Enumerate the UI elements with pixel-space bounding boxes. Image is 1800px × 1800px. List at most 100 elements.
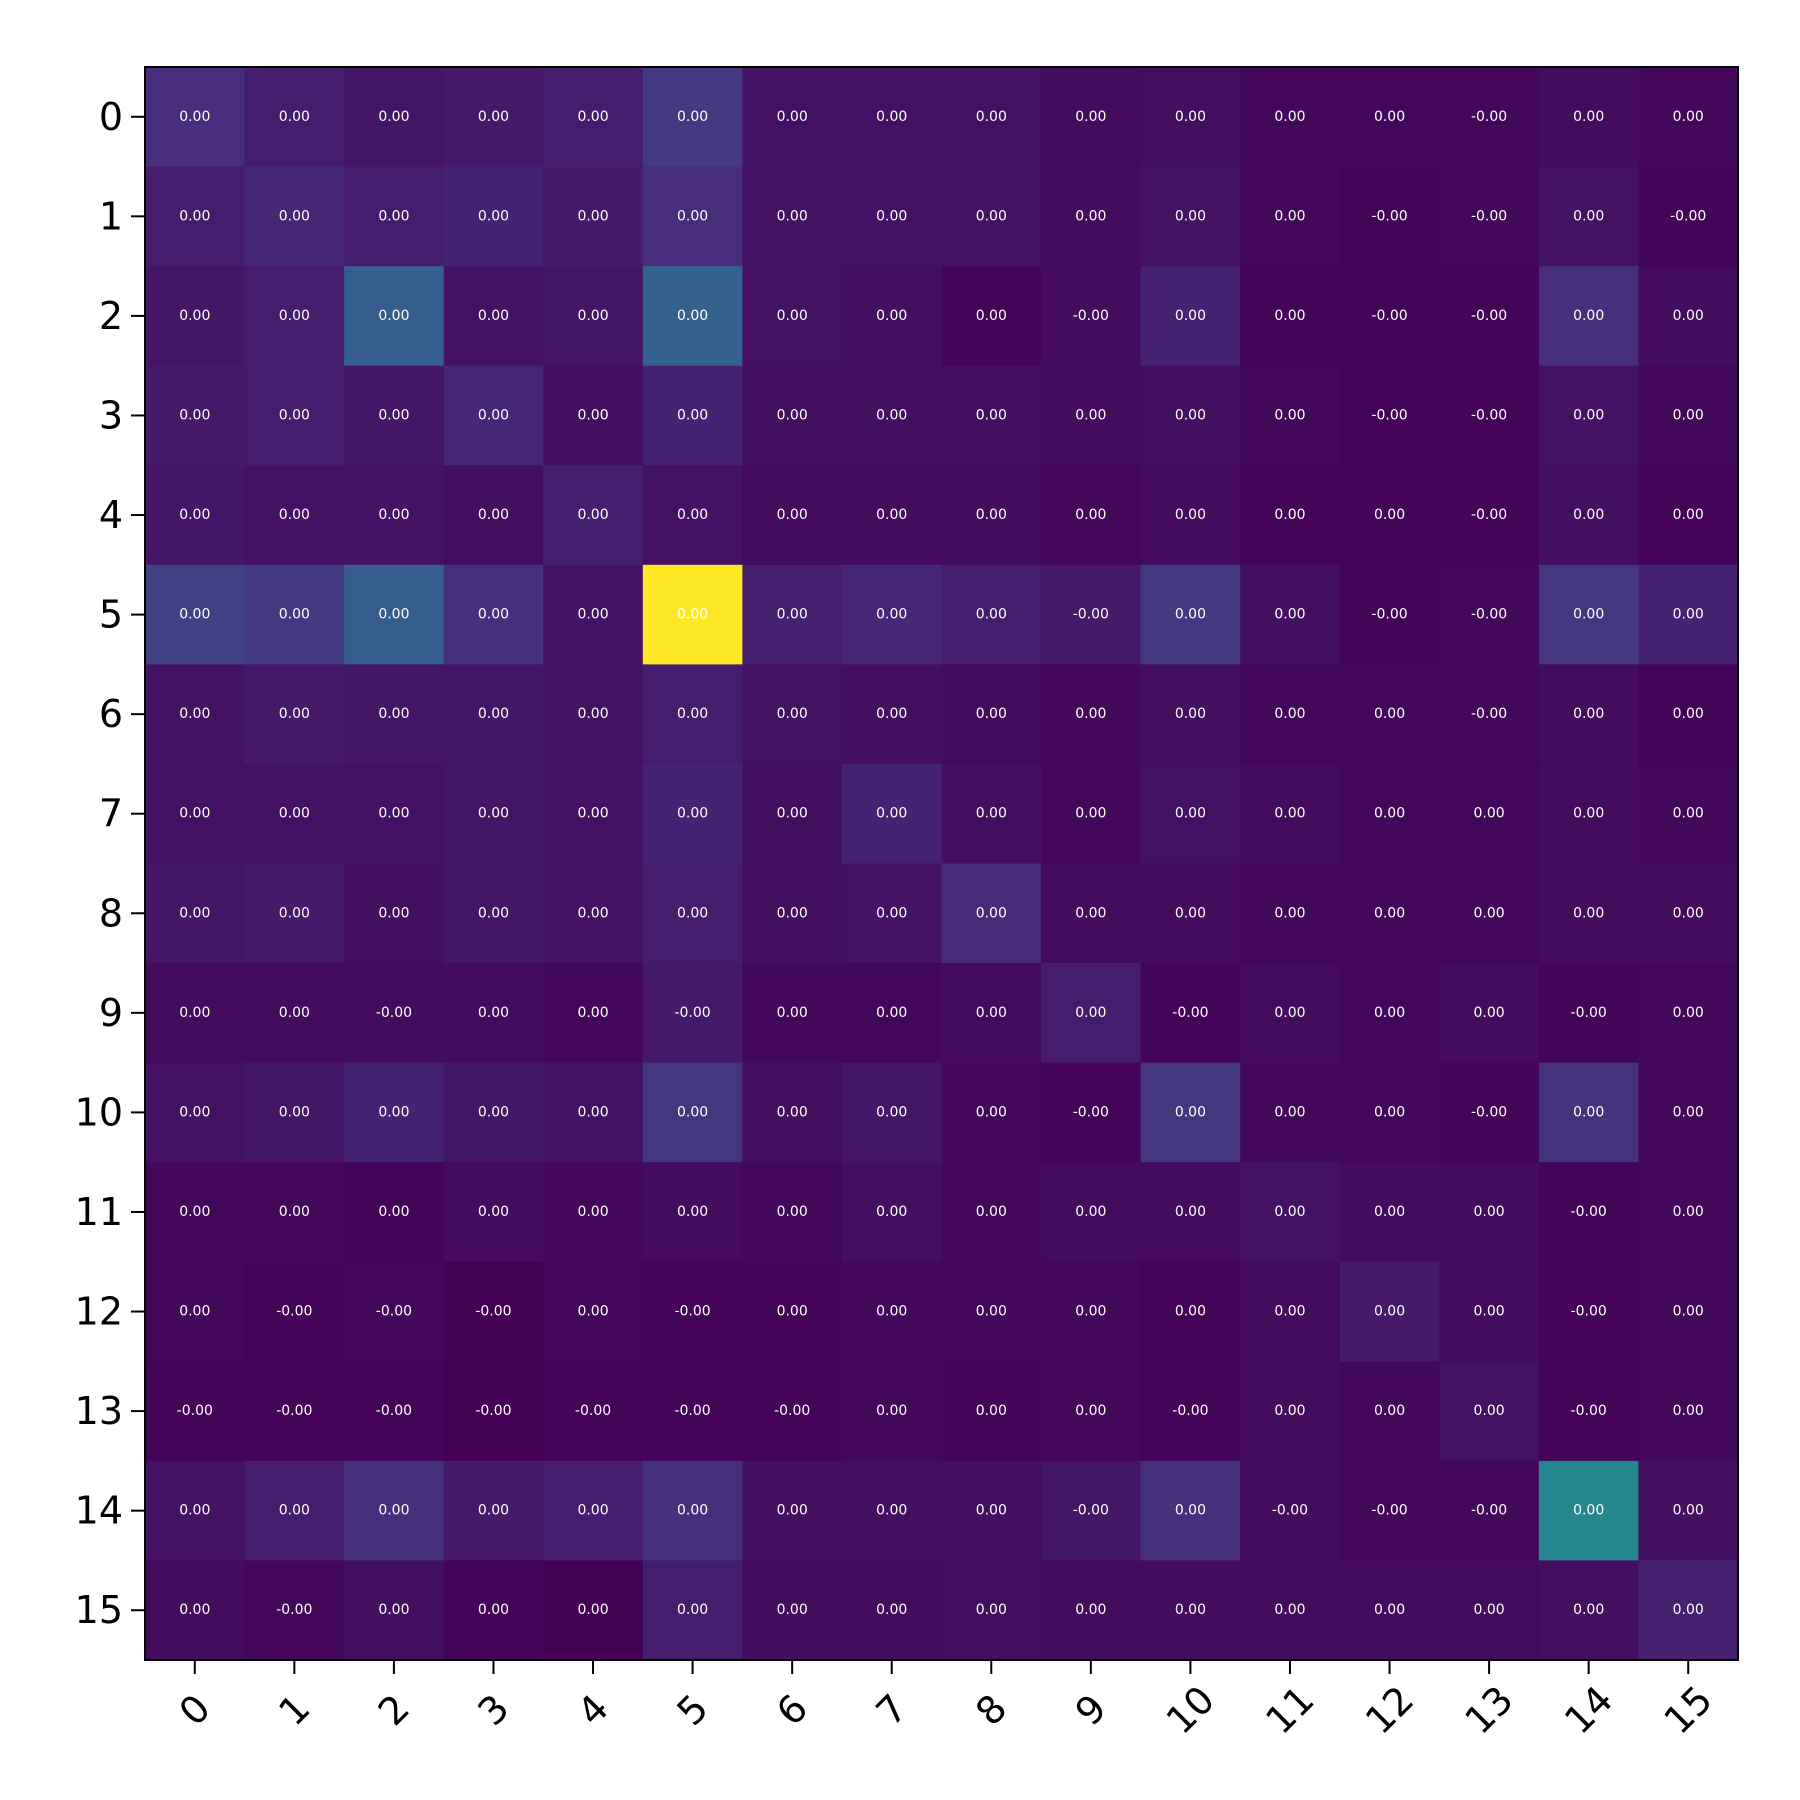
cell-label-r12-c1: -0.00	[276, 1304, 312, 1320]
heatmap-cell-r13-c12	[1339, 1361, 1440, 1462]
heatmap-cell-r8-c7	[841, 863, 943, 964]
heatmap-cell-r13-c5	[642, 1361, 743, 1462]
heatmap-cell-r1-c4	[543, 166, 644, 267]
cell-label-r4-c7: 0.00	[876, 507, 907, 523]
heatmap-cell-r13-c11	[1240, 1361, 1341, 1462]
cell-label-r10-c0: 0.00	[179, 1104, 210, 1120]
cell-label-r1-c6: 0.00	[777, 208, 808, 224]
cell-label-r3-c9: 0.00	[1075, 407, 1106, 423]
heatmap-cell-r10-c7	[841, 1062, 943, 1163]
cell-label-r9-c6: 0.00	[777, 1005, 808, 1021]
y-tick-label-7: 7	[99, 792, 123, 836]
heatmap-cell-r10-c4	[543, 1062, 644, 1163]
cell-label-r3-c7: 0.00	[876, 407, 907, 423]
x-tick-label-5: 5	[668, 1686, 716, 1734]
cell-label-r9-c1: 0.00	[279, 1005, 310, 1021]
heatmap-cell-r9-c1	[244, 963, 345, 1064]
cell-label-r12-c3: -0.00	[475, 1304, 511, 1320]
cell-label-r9-c4: 0.00	[577, 1005, 608, 1021]
heatmap-cell-r8-c12	[1339, 863, 1440, 964]
cell-label-r12-c6: 0.00	[777, 1304, 808, 1320]
cell-label-r10-c2: 0.00	[378, 1104, 409, 1120]
cell-label-r4-c6: 0.00	[777, 507, 808, 523]
heatmap-cell-r15-c10	[1140, 1560, 1241, 1661]
heatmap-cell-r15-c11	[1240, 1560, 1341, 1661]
cell-label-r9-c8: 0.00	[976, 1005, 1007, 1021]
cell-label-r1-c7: 0.00	[876, 208, 907, 224]
cell-label-r12-c15: 0.00	[1673, 1304, 1704, 1320]
cell-label-r4-c2: 0.00	[378, 507, 409, 523]
heatmap-cell-r11-c13	[1439, 1162, 1540, 1263]
cell-label-r2-c11: 0.00	[1274, 308, 1305, 324]
heatmap-cell-r0-c9	[1041, 67, 1142, 168]
cell-label-r0-c4: 0.00	[577, 109, 608, 125]
heatmap-cell-r6-c8	[941, 664, 1042, 765]
heatmap-cell-r6-c2	[344, 664, 445, 765]
cell-label-r2-c9: -0.00	[1073, 308, 1109, 324]
heatmap-cell-r5-c2	[344, 564, 445, 665]
x-tick-label-3: 3	[469, 1686, 517, 1734]
heatmap-cell-r10-c6	[742, 1062, 843, 1163]
cell-label-r5-c7: 0.00	[876, 607, 907, 623]
heatmap-cell-r12-c5	[642, 1261, 743, 1362]
cell-label-r3-c15: 0.00	[1673, 407, 1704, 423]
cell-label-r7-c2: 0.00	[378, 806, 409, 822]
heatmap-cell-r9-c2	[344, 963, 445, 1064]
heatmap-cell-r9-c8	[941, 963, 1042, 1064]
heatmap-cell-r8-c4	[543, 863, 644, 964]
heatmap-cell-r6-c12	[1339, 664, 1440, 765]
cell-label-r15-c4: 0.00	[577, 1602, 608, 1618]
heatmap-cell-r9-c11	[1240, 963, 1341, 1064]
heatmap-cell-r12-c8	[941, 1261, 1042, 1362]
heatmap-cell-r12-c10	[1140, 1261, 1241, 1362]
cell-label-r6-c12: 0.00	[1374, 706, 1405, 722]
cell-label-r11-c4: 0.00	[577, 1204, 608, 1220]
cell-label-r13-c9: 0.00	[1075, 1403, 1106, 1419]
cell-label-r5-c12: -0.00	[1371, 607, 1407, 623]
y-tick-label-10: 10	[75, 1090, 123, 1134]
cell-label-r4-c0: 0.00	[179, 507, 210, 523]
cell-label-r14-c5: 0.00	[677, 1503, 708, 1519]
cell-label-r12-c7: 0.00	[876, 1304, 907, 1320]
cell-label-r8-c10: 0.00	[1175, 905, 1206, 921]
heatmap-cell-r0-c12	[1339, 67, 1440, 168]
cell-label-r13-c5: -0.00	[674, 1403, 710, 1419]
heatmap-cell-labels: 0.00 0.00 0.00 0.00 0.00 0.00 0.00 0.00 0.00 0.00…	[177, 109, 1707, 1618]
x-tick-label-8: 8	[967, 1686, 1015, 1734]
cell-label-r8-c8: 0.00	[976, 905, 1007, 921]
cell-label-r13-c7: 0.00	[876, 1403, 907, 1419]
cell-label-r6-c8: 0.00	[976, 706, 1007, 722]
cell-label-r13-c8: 0.00	[976, 1403, 1007, 1419]
cell-label-r12-c4: 0.00	[577, 1304, 608, 1320]
heatmap-cell-r8-c9	[1041, 863, 1142, 964]
heatmap-cell-r14-c8	[941, 1460, 1042, 1562]
heatmap-cell-r1-c5	[642, 166, 743, 267]
heatmap-cell-r11-c3	[443, 1162, 544, 1263]
heatmap-cell-r7-c1	[244, 763, 345, 865]
x-tick-label-9: 9	[1067, 1686, 1115, 1734]
heatmap-cell-r4-c0	[145, 465, 246, 566]
heatmap-cell-r14-c11	[1240, 1460, 1341, 1562]
cell-label-r2-c14: 0.00	[1573, 308, 1604, 324]
y-tick-label-4: 4	[99, 493, 123, 537]
y-tick-label-15: 15	[75, 1588, 123, 1632]
heatmap-cell-r9-c7	[841, 963, 943, 1064]
cell-label-r9-c11: 0.00	[1274, 1005, 1305, 1021]
heatmap-cell-r5-c5	[642, 564, 743, 665]
cell-label-r13-c3: -0.00	[475, 1403, 511, 1419]
cell-label-r14-c10: 0.00	[1175, 1503, 1206, 1519]
cell-label-r1-c15: -0.00	[1670, 208, 1706, 224]
cell-label-r6-c13: -0.00	[1471, 706, 1507, 722]
heatmap-cell-r1-c8	[941, 166, 1042, 267]
heatmap-cell-r15-c7	[841, 1560, 943, 1661]
cell-label-r1-c4: 0.00	[577, 208, 608, 224]
heatmap-cell-r5-c14	[1538, 564, 1640, 665]
heatmap-cell-r15-c8	[941, 1560, 1042, 1661]
heatmap-cell-r12-c0	[145, 1261, 246, 1362]
heatmap-cell-r13-c0	[145, 1361, 246, 1462]
heatmap-cell-r15-c0	[145, 1560, 246, 1661]
y-tick-label-2: 2	[99, 294, 123, 338]
cell-label-r5-c1: 0.00	[279, 607, 310, 623]
cell-label-r12-c14: -0.00	[1571, 1304, 1607, 1320]
